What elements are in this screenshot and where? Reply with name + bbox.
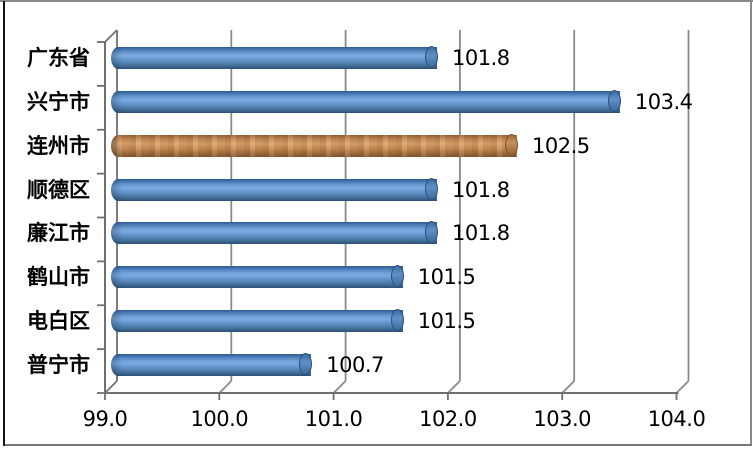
category-label-普宁市: 普宁市 — [27, 353, 90, 378]
bar-left-cap-shading — [111, 46, 122, 69]
frame-border-top — [0, 0, 753, 2]
category-label-电白区: 电白区 — [27, 309, 90, 334]
data-label-1: 103.4 — [634, 89, 693, 114]
frame-border-bottom — [3, 444, 752, 446]
x-axis-label-102.0: 102.0 — [419, 407, 477, 431]
category-label-兴宁市: 兴宁市 — [27, 89, 90, 114]
bar-end-cap — [425, 221, 439, 244]
frame-border-left — [3, 1, 5, 446]
bar-4-廉江市 — [111, 221, 439, 245]
bar-5-鹤山市 — [111, 265, 404, 289]
category-label-廉江市: 廉江市 — [27, 221, 90, 246]
category-label-顺德区: 顺德区 — [27, 177, 90, 202]
x-axis-label-104.0: 104.0 — [647, 407, 706, 431]
bar-left-cap-shading — [111, 354, 122, 377]
bar-left-cap-shading — [111, 266, 122, 289]
bar-3-顺德区 — [111, 177, 439, 201]
bar-2-连州市 — [111, 133, 519, 157]
data-label-5: 101.5 — [417, 265, 476, 290]
bar-end-cap — [299, 353, 313, 376]
bar-0-广东省 — [111, 45, 439, 69]
bar-6-电白区 — [111, 309, 404, 333]
category-label-鹤山市: 鹤山市 — [27, 265, 90, 290]
category-label-连州市: 连州市 — [27, 133, 90, 158]
bar-end-cap — [607, 89, 621, 112]
bar-end-cap — [425, 177, 439, 200]
bar-end-cap — [425, 45, 439, 68]
bar-left-cap-shading — [111, 178, 122, 201]
data-label-4: 101.8 — [452, 221, 510, 246]
bar-1-兴宁市 — [111, 89, 621, 113]
category-label-广东省: 广东省 — [27, 45, 90, 70]
data-label-0: 101.8 — [452, 45, 510, 70]
bar-7-普宁市 — [111, 353, 313, 377]
x-axis-label-103.0: 103.0 — [533, 407, 591, 431]
x-axis-label-101.0: 101.0 — [304, 407, 363, 431]
bar-left-cap-shading — [111, 310, 122, 333]
data-label-6: 101.5 — [417, 309, 476, 334]
data-label-3: 101.8 — [452, 177, 510, 202]
frame-border-right — [750, 0, 752, 446]
data-label-7: 100.7 — [326, 353, 384, 378]
bar-end-cap — [390, 265, 404, 288]
bar-left-cap-shading — [111, 134, 122, 157]
x-axis-label-99.0: 99.0 — [82, 407, 128, 431]
data-label-2: 102.5 — [532, 133, 590, 158]
bar-end-cap — [390, 309, 404, 332]
bar-left-cap-shading — [111, 222, 122, 245]
bar-left-cap-shading — [111, 90, 122, 113]
x-axis-label-100.0: 100.0 — [190, 407, 249, 431]
bar-end-cap — [505, 133, 519, 156]
